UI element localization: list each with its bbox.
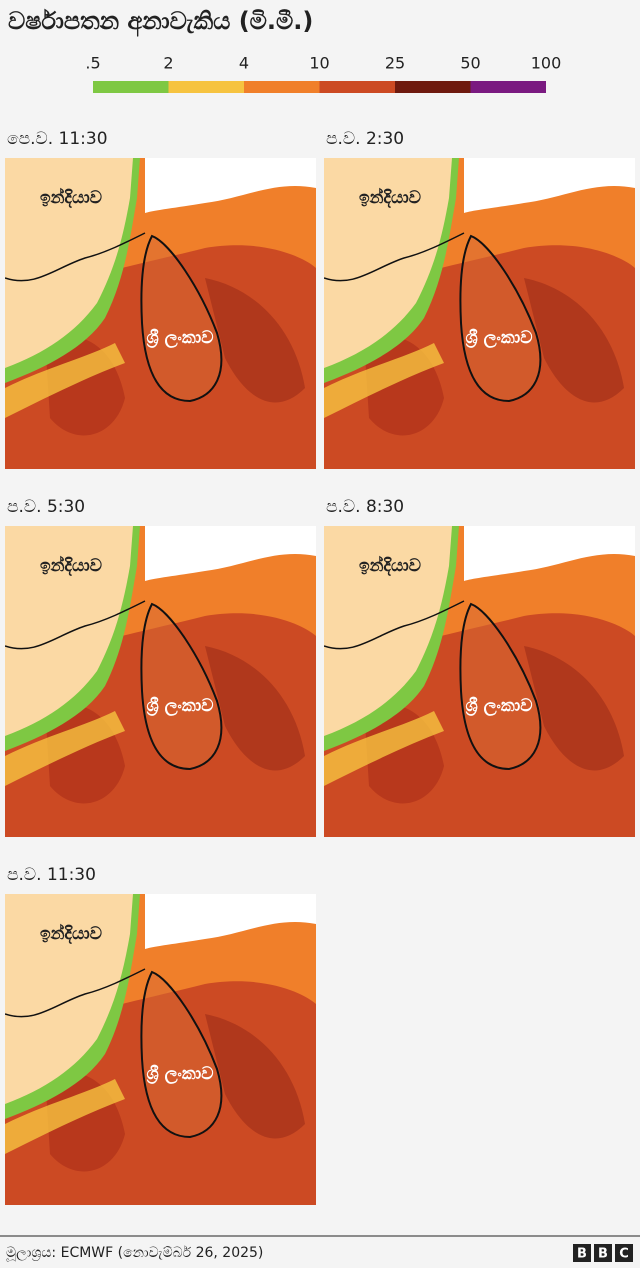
legend-label: 4 — [239, 54, 249, 73]
legend-label: 50 — [460, 54, 480, 73]
label-india: ඉන්දියාව — [359, 187, 421, 209]
legend-label: 10 — [309, 54, 329, 73]
map-panel: ප.ව. 2:30 ඉන්දියාව ශ්‍රී ලංකාව — [324, 129, 635, 469]
panel-time: ප.ව. 11:30 — [7, 865, 96, 885]
label-india: ඉන්දියාව — [40, 923, 102, 945]
label-sri-lanka: ශ්‍රී ලංකාව — [147, 1064, 214, 1085]
map-panel: ප.ව. 8:30 ඉන්දියාව ශ්‍රී ලංකාව — [324, 497, 635, 837]
legend-swatch — [395, 81, 471, 93]
logo — [573, 1244, 633, 1262]
label-india: ඉන්දියාව — [359, 555, 421, 577]
legend-label: 25 — [385, 54, 405, 73]
panel-time: ප.ව. 8:30 — [326, 497, 404, 517]
legend-label: 100 — [531, 54, 562, 73]
logo-letter: C — [619, 1247, 629, 1262]
logo-letter: B — [577, 1247, 587, 1262]
map-panel: ප.ව. 11:30 ඉන්දියාව ශ්‍රී ලංකාව — [5, 865, 316, 1205]
legend: .5 2 4 10 25 50 100 — [85, 54, 562, 93]
panel-time: පෙ.ව. 11:30 — [7, 129, 108, 149]
legend-swatch — [244, 81, 320, 93]
map-panel: ප.ව. 5:30 ඉන්දියාව ශ්‍රී ලංකාව — [5, 497, 316, 837]
label-sri-lanka: ශ්‍රී ලංකාව — [466, 328, 533, 349]
panel-time: ප.ව. 2:30 — [326, 129, 404, 149]
map-panel: පෙ.ව. 11:30 ඉන්දියාව ශ්‍රී ලංකාව — [5, 129, 316, 469]
label-india: ඉන්දියාව — [40, 187, 102, 209]
legend-label: 2 — [163, 54, 173, 73]
legend-label: .5 — [85, 54, 100, 73]
legend-swatch — [168, 81, 244, 93]
label-sri-lanka: ශ්‍රී ලංකාව — [466, 696, 533, 717]
label-india: ඉන්දියාව — [40, 555, 102, 577]
logo-letter: B — [598, 1247, 608, 1262]
label-sri-lanka: ශ්‍රී ලංකාව — [147, 328, 214, 349]
legend-swatch — [470, 81, 546, 93]
source: මූලාශ්‍රය: ECMWF (නොවැම්බර් 26, 2025) — [6, 1245, 263, 1262]
panels: පෙ.ව. 11:30 ඉන්දියාව ශ්‍රී ලංකාව ප.ව. 2:30 ඉ… — [5, 129, 635, 1205]
legend-swatch — [319, 81, 395, 93]
legend-swatch — [93, 81, 169, 93]
label-sri-lanka: ශ්‍රී ලංකාව — [147, 696, 214, 717]
title: වර්ෂාපතන අනාවැකිය (මි.මී.) — [8, 7, 313, 37]
panel-time: ප.ව. 5:30 — [7, 497, 85, 517]
